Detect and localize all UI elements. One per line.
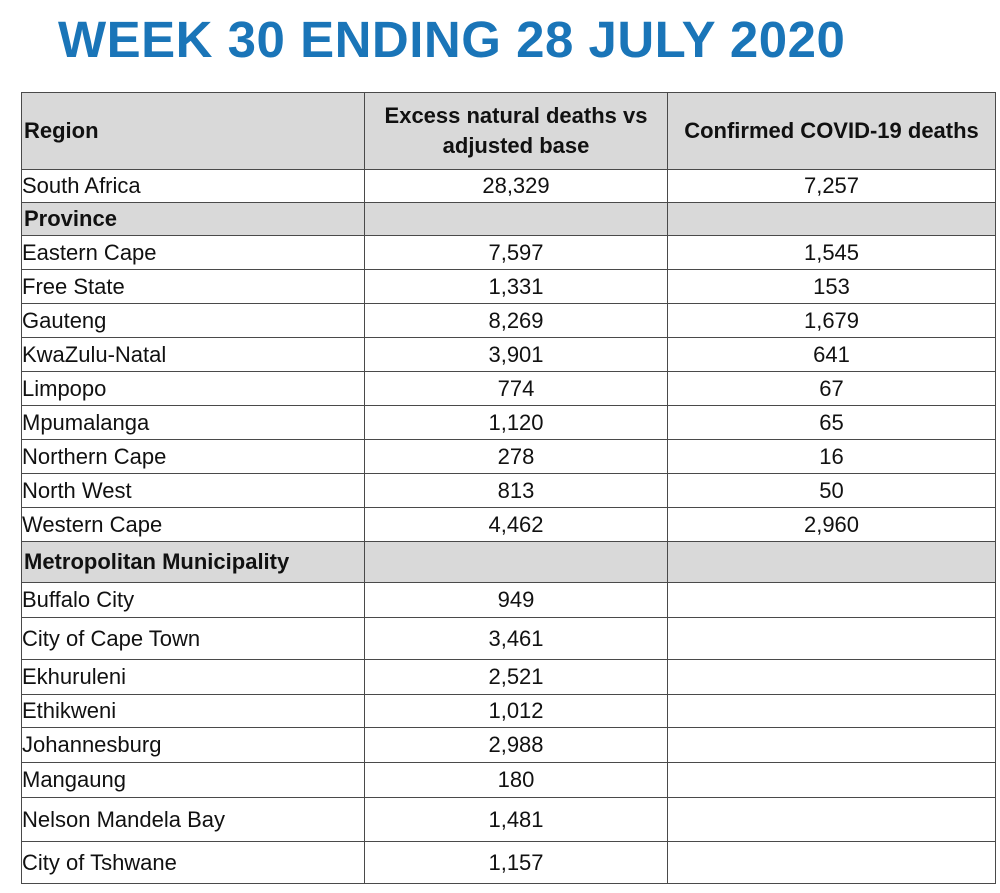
section-label: Province xyxy=(21,202,365,236)
confirmed-deaths-value: 153 xyxy=(667,269,996,304)
region-name: Free State xyxy=(21,269,365,304)
header-row: Region Excess natural deaths vs adjusted… xyxy=(21,92,996,170)
page-title: WEEK 30 ENDING 28 JULY 2020 xyxy=(58,11,846,68)
table-row: Mpumalanga 1,120 65 xyxy=(21,405,996,440)
region-name: North West xyxy=(21,473,365,508)
table-row: City of Tshwane 1,157 xyxy=(21,841,996,884)
section-empty-cell xyxy=(364,202,668,236)
confirmed-deaths-value xyxy=(667,694,996,728)
region-name: City of Cape Town xyxy=(21,617,365,660)
table-row: Buffalo City 949 xyxy=(21,582,996,618)
table-row: City of Cape Town 3,461 xyxy=(21,617,996,660)
confirmed-deaths-value: 7,257 xyxy=(667,169,996,203)
region-name: South Africa xyxy=(21,169,365,203)
confirmed-deaths-value: 2,960 xyxy=(667,507,996,542)
confirmed-deaths-value xyxy=(667,582,996,618)
table-row: Eastern Cape 7,597 1,545 xyxy=(21,235,996,270)
region-name: Nelson Mandela Bay xyxy=(21,797,365,842)
table-row: Johannesburg 2,988 xyxy=(21,727,996,763)
excess-deaths-value: 278 xyxy=(364,439,668,474)
table-row: North West 813 50 xyxy=(21,473,996,508)
excess-deaths-value: 949 xyxy=(364,582,668,618)
region-name: Limpopo xyxy=(21,371,365,406)
confirmed-deaths-value xyxy=(667,797,996,842)
excess-deaths-value: 4,462 xyxy=(364,507,668,542)
confirmed-deaths-value xyxy=(667,659,996,695)
confirmed-deaths-value: 1,679 xyxy=(667,303,996,338)
region-name: Gauteng xyxy=(21,303,365,338)
table-row: Free State 1,331 153 xyxy=(21,269,996,304)
section-empty-cell xyxy=(667,202,996,236)
excess-deaths-value: 1,012 xyxy=(364,694,668,728)
metro-rows: Buffalo City 949 City of Cape Town 3,461 Ekh… xyxy=(21,582,996,884)
confirmed-deaths-value xyxy=(667,762,996,798)
confirmed-deaths-value: 67 xyxy=(667,371,996,406)
confirmed-deaths-value: 50 xyxy=(667,473,996,508)
table-row: Ethikweni 1,012 xyxy=(21,694,996,728)
column-header-region: Region xyxy=(21,92,365,170)
region-name: Ekhuruleni xyxy=(21,659,365,695)
region-name: Ethikweni xyxy=(21,694,365,728)
table-row: Limpopo 774 67 xyxy=(21,371,996,406)
province-rows: Eastern Cape 7,597 1,545 Free State 1,331 153… xyxy=(21,235,996,542)
excess-deaths-value: 28,329 xyxy=(364,169,668,203)
section-empty-cell xyxy=(364,541,668,583)
region-name: City of Tshwane xyxy=(21,841,365,884)
confirmed-deaths-value xyxy=(667,841,996,884)
table-row: Ekhuruleni 2,521 xyxy=(21,659,996,695)
confirmed-deaths-value: 641 xyxy=(667,337,996,372)
excess-deaths-value: 7,597 xyxy=(364,235,668,270)
region-name: Johannesburg xyxy=(21,727,365,763)
region-name: Mangaung xyxy=(21,762,365,798)
table-row: Northern Cape 278 16 xyxy=(21,439,996,474)
confirmed-deaths-value: 65 xyxy=(667,405,996,440)
excess-deaths-value: 180 xyxy=(364,762,668,798)
table-row: Western Cape 4,462 2,960 xyxy=(21,507,996,542)
table-row: KwaZulu-Natal 3,901 641 xyxy=(21,337,996,372)
excess-deaths-value: 1,120 xyxy=(364,405,668,440)
deaths-table: Region Excess natural deaths vs adjusted… xyxy=(21,92,996,884)
region-name: Buffalo City xyxy=(21,582,365,618)
confirmed-deaths-value: 1,545 xyxy=(667,235,996,270)
excess-deaths-value: 2,988 xyxy=(364,727,668,763)
section-empty-cell xyxy=(667,541,996,583)
excess-deaths-value: 1,157 xyxy=(364,841,668,884)
table-row: Nelson Mandela Bay 1,481 xyxy=(21,797,996,842)
excess-deaths-value: 3,461 xyxy=(364,617,668,660)
section-label: Metropolitan Municipality xyxy=(21,541,365,583)
excess-deaths-value: 3,901 xyxy=(364,337,668,372)
region-name: Northern Cape xyxy=(21,439,365,474)
table-row: Gauteng 8,269 1,679 xyxy=(21,303,996,338)
region-name: KwaZulu-Natal xyxy=(21,337,365,372)
confirmed-deaths-value xyxy=(667,727,996,763)
table-row: South Africa 28,329 7,257 xyxy=(21,169,996,203)
region-name: Eastern Cape xyxy=(21,235,365,270)
confirmed-deaths-value xyxy=(667,617,996,660)
region-name: Mpumalanga xyxy=(21,405,365,440)
excess-deaths-value: 813 xyxy=(364,473,668,508)
excess-deaths-value: 2,521 xyxy=(364,659,668,695)
region-name: Western Cape xyxy=(21,507,365,542)
column-header-confirmed-deaths: Confirmed COVID-19 deaths xyxy=(667,92,996,170)
excess-deaths-value: 8,269 xyxy=(364,303,668,338)
excess-deaths-value: 774 xyxy=(364,371,668,406)
excess-deaths-value: 1,331 xyxy=(364,269,668,304)
column-header-excess-deaths: Excess natural deaths vs adjusted base xyxy=(364,92,668,170)
excess-deaths-value: 1,481 xyxy=(364,797,668,842)
section-row-province: Province xyxy=(21,202,996,236)
table-row: Mangaung 180 xyxy=(21,762,996,798)
confirmed-deaths-value: 16 xyxy=(667,439,996,474)
section-row-metro: Metropolitan Municipality xyxy=(21,541,996,583)
